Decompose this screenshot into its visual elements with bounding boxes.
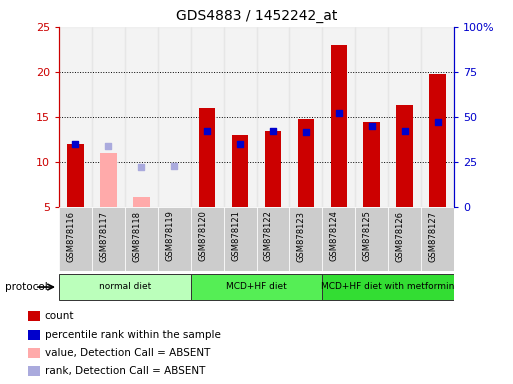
Point	[170, 163, 179, 169]
Text: GSM878120: GSM878120	[198, 210, 207, 262]
Text: GSM878119: GSM878119	[165, 210, 174, 262]
Bar	[191, 274, 322, 300]
Bar	[429, 74, 446, 207]
Text: value, Detection Call = ABSENT: value, Detection Call = ABSENT	[45, 348, 210, 358]
Point	[236, 141, 244, 147]
Bar	[125, 27, 157, 207]
Bar	[256, 207, 289, 271]
Bar	[421, 207, 454, 271]
Text: GSM878116: GSM878116	[67, 210, 75, 262]
Point	[334, 109, 343, 116]
Point	[269, 127, 277, 134]
Bar	[298, 119, 314, 207]
Text: GSM878124: GSM878124	[330, 210, 339, 262]
Bar	[364, 122, 380, 207]
Text: GSM878126: GSM878126	[396, 210, 405, 262]
Point	[433, 119, 442, 125]
Bar	[59, 27, 92, 207]
Bar	[199, 108, 215, 207]
Point	[71, 141, 80, 147]
Bar	[388, 207, 421, 271]
Bar	[355, 207, 388, 271]
Bar	[158, 207, 191, 271]
Bar	[256, 27, 289, 207]
Bar	[157, 27, 191, 207]
Bar	[355, 27, 388, 207]
Text: MCD+HF diet: MCD+HF diet	[226, 282, 287, 291]
Bar	[224, 207, 256, 271]
Point	[203, 127, 211, 134]
Bar	[92, 207, 125, 271]
Bar	[322, 274, 454, 300]
Bar	[133, 197, 149, 207]
Bar	[28, 329, 40, 339]
Bar	[322, 207, 355, 271]
Title: GDS4883 / 1452242_at: GDS4883 / 1452242_at	[176, 9, 337, 23]
Text: GSM878117: GSM878117	[100, 210, 108, 262]
Text: GSM878125: GSM878125	[363, 210, 372, 262]
Text: GSM878127: GSM878127	[428, 210, 438, 262]
Bar	[191, 207, 224, 271]
Bar	[28, 366, 40, 376]
Text: GSM878123: GSM878123	[297, 210, 306, 262]
Bar	[92, 27, 125, 207]
Text: GSM878122: GSM878122	[264, 210, 273, 262]
Bar	[59, 274, 191, 300]
Bar	[59, 207, 92, 271]
Point	[104, 143, 112, 149]
Bar	[28, 348, 40, 358]
Text: GSM878121: GSM878121	[231, 210, 240, 262]
Bar	[330, 45, 347, 207]
Bar	[224, 27, 256, 207]
Bar	[191, 27, 224, 207]
Bar	[265, 131, 281, 207]
Bar	[397, 105, 413, 207]
Bar	[289, 207, 322, 271]
Point	[137, 164, 145, 170]
Bar	[289, 27, 322, 207]
Bar	[28, 311, 40, 321]
Text: normal diet: normal diet	[98, 282, 151, 291]
Bar	[125, 207, 158, 271]
Text: MCD+HF diet with metformin: MCD+HF diet with metformin	[322, 282, 455, 291]
Bar	[388, 27, 421, 207]
Point	[401, 127, 409, 134]
Text: protocol: protocol	[5, 282, 48, 292]
Bar	[100, 153, 116, 207]
Bar	[322, 27, 355, 207]
Point	[302, 129, 310, 136]
Bar	[232, 135, 248, 207]
Text: count: count	[45, 311, 74, 321]
Text: percentile rank within the sample: percentile rank within the sample	[45, 329, 221, 339]
Bar	[67, 144, 84, 207]
Text: rank, Detection Call = ABSENT: rank, Detection Call = ABSENT	[45, 366, 205, 376]
Text: GSM878118: GSM878118	[132, 210, 141, 262]
Point	[368, 123, 376, 129]
Bar	[421, 27, 454, 207]
